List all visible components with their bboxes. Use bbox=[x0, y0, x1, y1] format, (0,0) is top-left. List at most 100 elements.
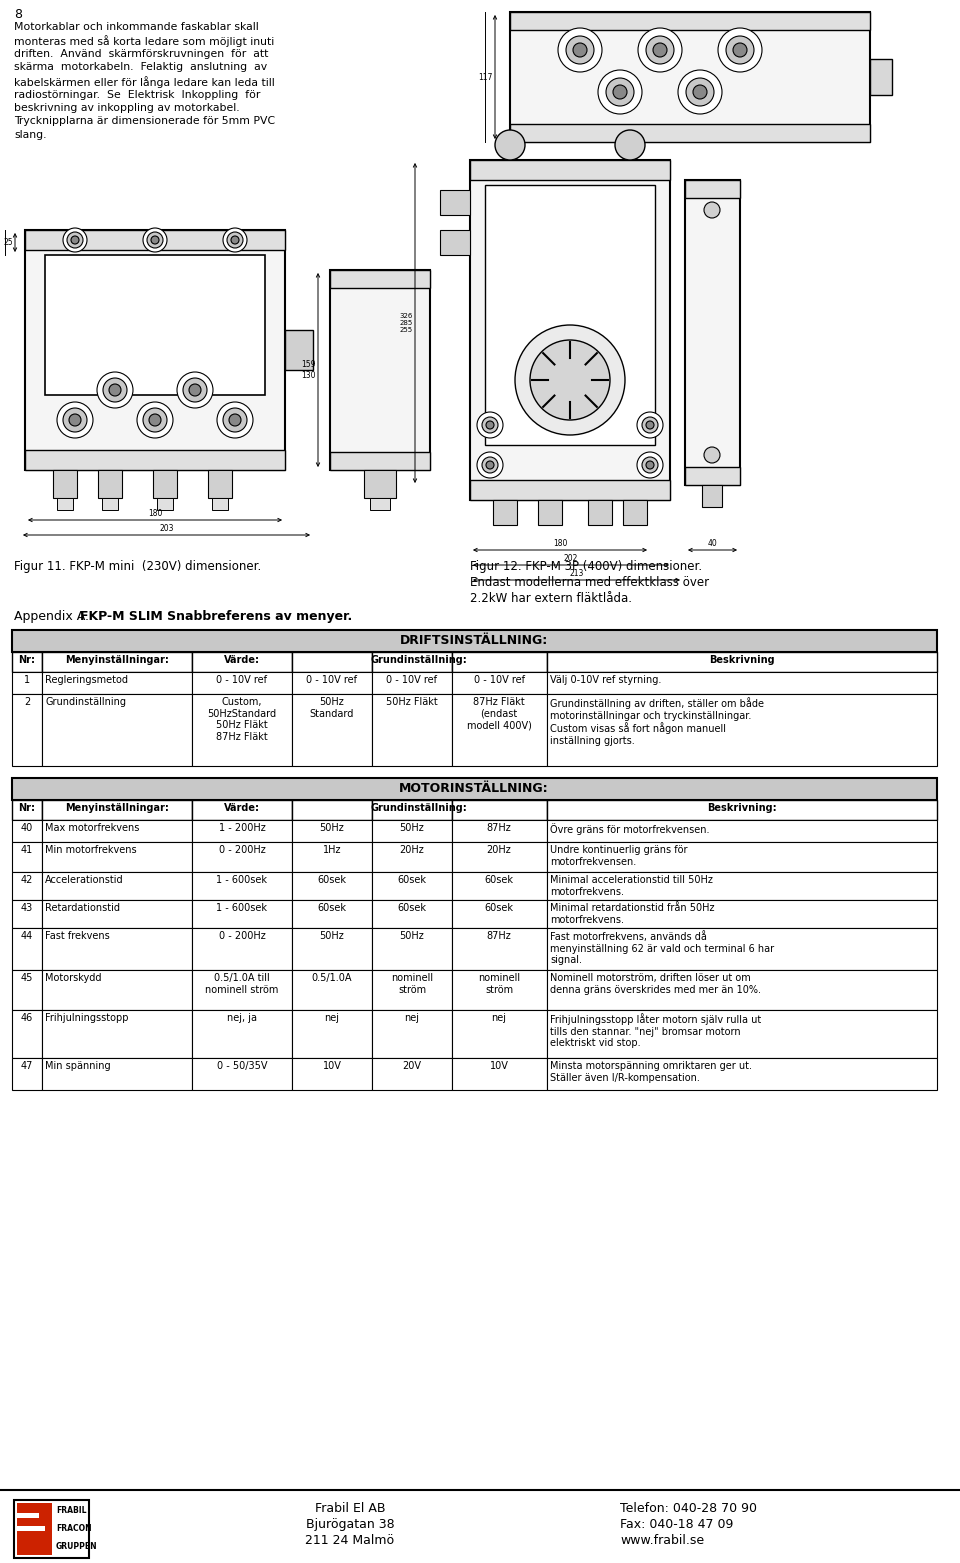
Text: 0 - 10V ref: 0 - 10V ref bbox=[387, 675, 438, 685]
Circle shape bbox=[642, 417, 658, 433]
Text: 60sek: 60sek bbox=[318, 903, 347, 913]
Text: Frihjulningsstopp låter motorn själv rulla ut
tills den stannar. "nej" bromsar m: Frihjulningsstopp låter motorn själv rul… bbox=[550, 1013, 761, 1049]
Bar bbox=[547, 800, 937, 821]
Text: Fast frekvens: Fast frekvens bbox=[45, 932, 109, 941]
Text: driften.  Använd  skärmförskruvningen  för  att: driften. Använd skärmförskruvningen för … bbox=[14, 48, 269, 59]
Text: FRABIL: FRABIL bbox=[56, 1507, 86, 1515]
Bar bbox=[292, 1010, 372, 1058]
Circle shape bbox=[69, 414, 81, 427]
Bar bbox=[285, 330, 313, 370]
Bar bbox=[192, 971, 292, 1010]
Bar bbox=[14, 1500, 89, 1558]
Bar bbox=[452, 672, 547, 694]
Bar bbox=[372, 1010, 452, 1058]
Bar bbox=[685, 467, 740, 485]
Circle shape bbox=[566, 36, 594, 64]
Text: 1 - 600sek: 1 - 600sek bbox=[217, 903, 268, 913]
Text: MOTORINSTÄLLNING:: MOTORINSTÄLLNING: bbox=[399, 782, 549, 796]
Text: 50Hz Fläkt: 50Hz Fläkt bbox=[386, 697, 438, 706]
Text: 0 - 10V ref: 0 - 10V ref bbox=[473, 675, 524, 685]
Text: Värde:: Värde: bbox=[224, 803, 260, 813]
Text: nej, ja: nej, ja bbox=[227, 1013, 257, 1024]
Circle shape bbox=[103, 378, 127, 402]
Circle shape bbox=[495, 130, 525, 159]
Bar bbox=[372, 1058, 452, 1089]
Circle shape bbox=[63, 408, 87, 431]
Bar bbox=[372, 821, 452, 842]
Text: 44: 44 bbox=[21, 932, 34, 941]
Bar bbox=[452, 652, 547, 672]
Circle shape bbox=[183, 378, 207, 402]
Bar bbox=[292, 694, 372, 766]
Bar bbox=[452, 1010, 547, 1058]
Circle shape bbox=[109, 384, 121, 395]
Circle shape bbox=[147, 231, 163, 249]
Bar bbox=[192, 821, 292, 842]
Text: nominell
ström: nominell ström bbox=[391, 974, 433, 994]
Circle shape bbox=[143, 228, 167, 252]
Text: Fast motorfrekvens, används då
menyinställning 62 är vald och terminal 6 har
sig: Fast motorfrekvens, används då menyinstä… bbox=[550, 932, 774, 964]
Text: 0.5/1.0A: 0.5/1.0A bbox=[312, 974, 352, 983]
Text: 45: 45 bbox=[21, 974, 34, 983]
Text: 10V: 10V bbox=[323, 1061, 342, 1071]
Circle shape bbox=[548, 358, 592, 402]
Bar bbox=[25, 230, 285, 470]
Text: 0.5/1.0A till
nominell ström: 0.5/1.0A till nominell ström bbox=[205, 974, 278, 994]
Bar bbox=[547, 1010, 937, 1058]
Bar bbox=[98, 470, 122, 499]
Text: Minimal accelerationstid till 50Hz
motorfrekvens.: Minimal accelerationstid till 50Hz motor… bbox=[550, 875, 713, 897]
Text: slang.: slang. bbox=[14, 130, 46, 141]
Text: Bjurögatan 38: Bjurögatan 38 bbox=[305, 1518, 395, 1532]
Circle shape bbox=[598, 70, 642, 114]
Bar bbox=[17, 1525, 45, 1532]
Bar bbox=[12, 630, 937, 652]
Bar bbox=[157, 499, 173, 510]
Bar bbox=[870, 59, 892, 95]
Text: Motorskydd: Motorskydd bbox=[45, 974, 102, 983]
Text: 10V: 10V bbox=[490, 1061, 509, 1071]
Circle shape bbox=[223, 408, 247, 431]
Text: 1Hz: 1Hz bbox=[323, 846, 341, 855]
Bar bbox=[370, 499, 390, 510]
Circle shape bbox=[637, 413, 663, 438]
Circle shape bbox=[482, 456, 498, 474]
Text: Max motorfrekvens: Max motorfrekvens bbox=[45, 824, 139, 833]
Bar bbox=[292, 971, 372, 1010]
Bar bbox=[493, 500, 517, 525]
Bar bbox=[17, 1513, 39, 1518]
Circle shape bbox=[693, 84, 707, 98]
Bar bbox=[452, 842, 547, 872]
Bar bbox=[372, 694, 452, 766]
Text: 87Hz: 87Hz bbox=[487, 932, 512, 941]
Text: 20Hz: 20Hz bbox=[399, 846, 424, 855]
Text: Figur 12. FKP-M 3P (400V) dimensioner.: Figur 12. FKP-M 3P (400V) dimensioner. bbox=[470, 560, 702, 574]
Bar bbox=[452, 971, 547, 1010]
Bar bbox=[192, 672, 292, 694]
Bar bbox=[372, 672, 452, 694]
Text: 2.2kW har extern fläktlåda.: 2.2kW har extern fläktlåda. bbox=[470, 592, 632, 605]
Bar bbox=[547, 1058, 937, 1089]
Bar bbox=[57, 499, 73, 510]
Text: monteras med så korta ledare som möjligt inuti: monteras med så korta ledare som möjligt… bbox=[14, 36, 275, 47]
Bar bbox=[12, 928, 42, 971]
Circle shape bbox=[71, 236, 79, 244]
Bar bbox=[12, 900, 42, 928]
Bar bbox=[292, 1058, 372, 1089]
Text: beskrivning av inkoppling av motorkabel.: beskrivning av inkoppling av motorkabel. bbox=[14, 103, 240, 113]
Bar bbox=[685, 180, 740, 485]
Text: Frihjulningsstopp: Frihjulningsstopp bbox=[45, 1013, 129, 1024]
Circle shape bbox=[573, 44, 587, 56]
Text: 159
130: 159 130 bbox=[301, 361, 316, 380]
Bar bbox=[42, 1010, 192, 1058]
Text: 40: 40 bbox=[21, 824, 34, 833]
Text: Frabil El AB: Frabil El AB bbox=[315, 1502, 385, 1515]
Bar bbox=[12, 1058, 42, 1089]
Text: kabelskärmen eller för långa ledare kan leda till: kabelskärmen eller för långa ledare kan … bbox=[14, 77, 275, 88]
Text: Retardationstid: Retardationstid bbox=[45, 903, 120, 913]
Bar bbox=[12, 842, 42, 872]
Text: Accelerationstid: Accelerationstid bbox=[45, 875, 124, 885]
Text: 50Hz
Standard: 50Hz Standard bbox=[310, 697, 354, 719]
Text: 41: 41 bbox=[21, 846, 34, 855]
Text: nej: nej bbox=[404, 1013, 420, 1024]
Circle shape bbox=[227, 231, 243, 249]
